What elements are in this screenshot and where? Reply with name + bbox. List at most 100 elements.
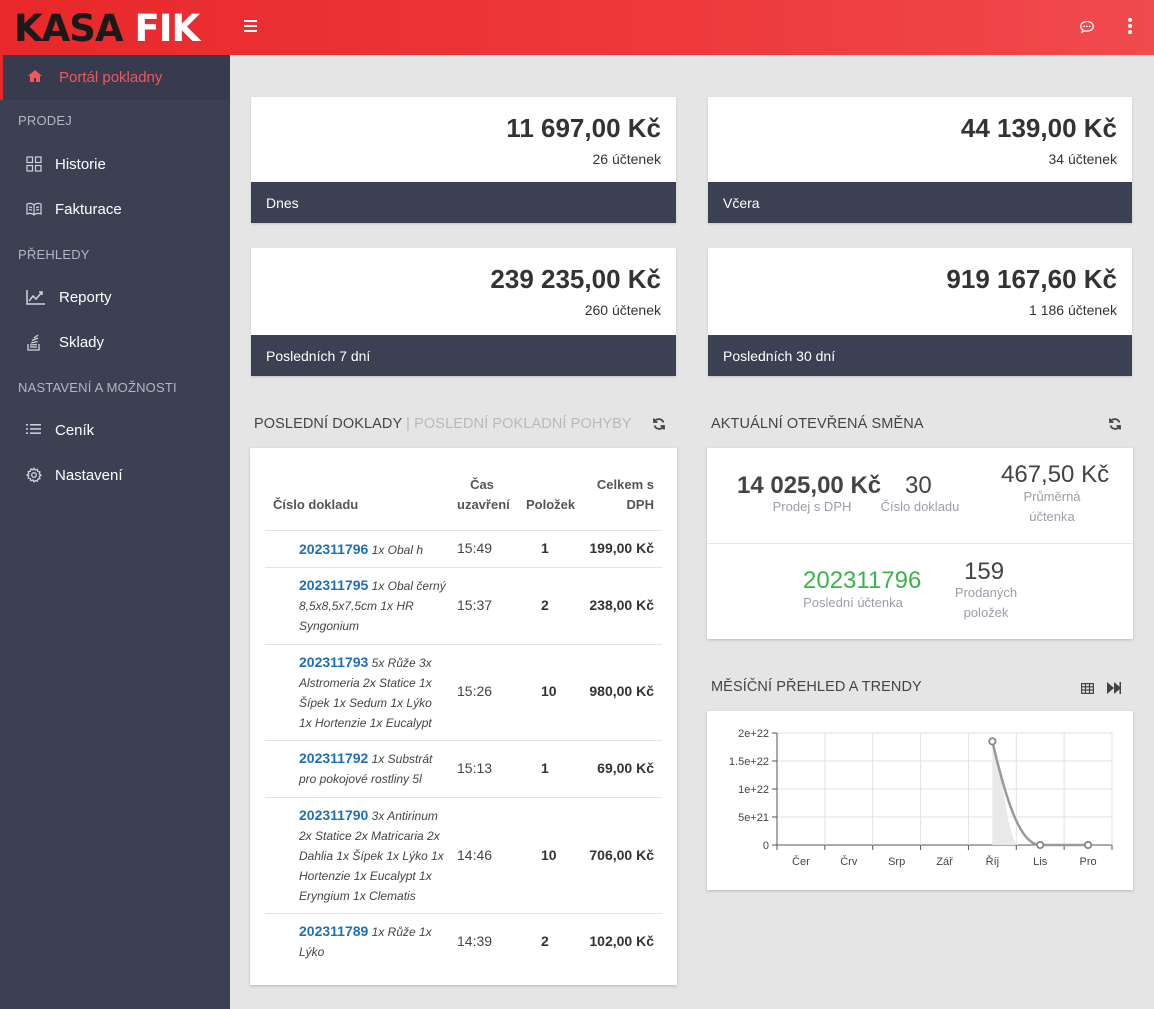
x-tick-label: Črv — [840, 855, 858, 868]
document-description: 202311795 1x Obal černý 8,5x8,5x7,5cm 1x… — [299, 575, 447, 636]
monthly-trend-chart-panel: 0 5e+21 1e+22 1.5e+22 2e+22 Čer Črv Srp Zář Říj Li… — [707, 711, 1133, 890]
column-header-total-line2: DPH — [626, 497, 654, 512]
table-row[interactable]: 202311795 1x Obal černý 8,5x8,5x7,5cm 1x… — [265, 567, 662, 644]
stat-amount: 44 139,00 Kč — [960, 113, 1117, 143]
fast-forward-icon[interactable] — [1107, 681, 1121, 694]
document-time: 15:26 — [457, 683, 493, 699]
chat-icon[interactable] — [1079, 19, 1095, 35]
sidebar-item-sklady[interactable]: Sklady — [0, 323, 230, 363]
document-items: 1x Obal h — [371, 543, 424, 557]
stat-count: 260 účtenek — [584, 302, 661, 318]
document-description: 202311790 3x Antirinum 2x Statice 2x Mat… — [299, 805, 447, 906]
logo[interactable]: KASA FIK — [14, 9, 200, 49]
shift-sold-items-label-line1: Prodaných — [954, 585, 1018, 600]
column-header-items: Položek — [526, 497, 576, 512]
document-number-link[interactable]: 202311792 — [299, 750, 369, 766]
x-tick-label: Čer — [792, 855, 810, 868]
document-time: 14:39 — [457, 933, 493, 949]
document-number-link[interactable]: 202311793 — [299, 654, 369, 670]
home-icon — [27, 69, 43, 88]
shift-sales-value: 14 025,00 Kč — [737, 472, 882, 499]
data-point — [1083, 840, 1093, 850]
column-header-time: Čas uzavření — [457, 475, 510, 515]
document-time: 14:46 — [457, 847, 493, 863]
stat-label: Posledních 30 dní — [708, 335, 1132, 376]
table-row[interactable]: 202311796 1x Obal h 15:49 1 199,00 Kč — [265, 530, 662, 567]
document-time: 15:49 — [457, 540, 493, 556]
stat-card-30-days: 919 167,60 Kč 1 186 účtenek Posledních 3… — [708, 248, 1132, 376]
menu-toggle-icon[interactable] — [244, 20, 257, 32]
series-area — [992, 741, 1019, 845]
shift-sold-items-label: Prodaných položek — [947, 583, 1025, 623]
x-tick-label: Srp — [888, 856, 905, 868]
y-tick-label: 0 — [763, 840, 769, 852]
sidebar-section-title: PŘEHLEDY — [18, 247, 90, 262]
sidebar-item-label: Fakturace — [55, 201, 122, 218]
x-tick-label: Zář — [936, 856, 953, 868]
open-shift-panel: 14 025,00 Kč Prodej s DPH 30 Číslo dokla… — [707, 448, 1133, 639]
table-icon[interactable] — [1081, 681, 1095, 695]
shift-sold-items-label-line2: položek — [963, 605, 1009, 620]
document-description: 202311793 5x Růže 3x Alstromeria 2x Stat… — [299, 652, 447, 733]
stat-amount: 11 697,00 Kč — [506, 113, 661, 143]
x-tick-label: Lis — [1033, 856, 1048, 868]
document-total: 238,00 Kč — [589, 597, 654, 613]
x-tick-label: Pro — [1080, 856, 1097, 868]
sidebar-item-label: Historie — [55, 156, 106, 173]
table-row[interactable]: 202311793 5x Růže 3x Alstromeria 2x Stat… — [265, 644, 662, 740]
column-header-total: Celkem s DPH — [590, 475, 654, 515]
document-total: 102,00 Kč — [589, 933, 654, 949]
shift-last-receipt-label: Poslední účtenka — [803, 595, 903, 610]
sidebar-section-title: PRODEJ — [18, 113, 72, 128]
list-icon — [26, 422, 44, 440]
sidebar-item-label: Nastavení — [55, 467, 123, 484]
stat-card-today: 11 697,00 Kč 26 účtenek Dnes — [251, 97, 676, 223]
column-header-total-line1: Celkem s — [596, 477, 654, 492]
table-row[interactable]: 202311790 3x Antirinum 2x Statice 2x Mat… — [265, 797, 662, 913]
stat-count: 26 účtenek — [592, 151, 662, 167]
document-description: 202311792 1x Substrát pro pokojové rostl… — [299, 748, 447, 789]
sidebar-item-historie[interactable]: Historie — [0, 145, 230, 185]
document-items: 1x Růže 1x Lýko — [299, 925, 432, 959]
divider — [707, 543, 1133, 544]
table-row[interactable]: 202311792 1x Substrát pro pokojové rostl… — [265, 740, 662, 797]
refresh-icon[interactable] — [652, 417, 666, 431]
document-number-link[interactable]: 202311796 — [299, 541, 369, 557]
sidebar-item-cenik[interactable]: Ceník — [0, 411, 230, 451]
document-total: 980,00 Kč — [589, 683, 654, 699]
document-item-count: 1 — [541, 540, 549, 556]
document-number-link[interactable]: 202311789 — [299, 923, 369, 939]
stat-count: 1 186 účtenek — [1029, 302, 1117, 318]
more-options-icon[interactable] — [1126, 18, 1134, 34]
tab-cash-movements[interactable]: POSLEDNÍ POKLADNÍ POHYBY — [414, 416, 632, 432]
stat-label: Posledních 7 dní — [251, 335, 676, 376]
document-description: 202311789 1x Růže 1x Lýko — [299, 921, 447, 962]
table-row[interactable]: 202311789 1x Růže 1x Lýko 14:39 2 102,00… — [265, 913, 662, 970]
data-point — [1036, 840, 1045, 850]
tab-recent-documents[interactable]: POSLEDNÍ DOKLADY — [254, 416, 402, 432]
column-header-time-line2: uzavření — [457, 497, 510, 512]
shift-sold-items-value: 159 — [964, 558, 1005, 585]
docs-section-title: POSLEDNÍ DOKLADY | POSLEDNÍ POKLADNÍ POH… — [254, 416, 632, 432]
document-number-link[interactable]: 202311795 — [299, 577, 369, 593]
sidebar-item-label: Reporty — [59, 289, 112, 306]
grid-icon — [26, 156, 44, 174]
sidebar-item-nastaveni[interactable]: Nastavení — [0, 456, 230, 496]
monthly-section-title: MĚSÍČNÍ PŘEHLED A TRENDY — [711, 679, 922, 695]
sidebar: Portál pokladny PRODEJ Historie Fakturac… — [0, 55, 230, 1009]
shift-average-label: Průměrná účtenka — [1007, 487, 1097, 527]
stat-label: Dnes — [251, 182, 676, 223]
shift-last-receipt-value[interactable]: 202311796 — [803, 567, 922, 594]
document-number-link[interactable]: 202311790 — [299, 807, 369, 823]
x-tick-label: Říj — [986, 855, 999, 868]
refresh-icon[interactable] — [1108, 417, 1122, 431]
document-items: 5x Růže 3x Alstromeria 2x Statice 1x Šíp… — [299, 656, 432, 730]
sidebar-item-fakturace[interactable]: Fakturace — [0, 190, 230, 230]
shift-sales-label: Prodej s DPH — [772, 499, 852, 514]
stat-card-yesterday: 44 139,00 Kč 34 účtenek Včera — [708, 97, 1132, 223]
data-point — [988, 737, 997, 746]
sidebar-item-portal[interactable]: Portál pokladny — [0, 55, 230, 100]
shift-section-title: AKTUÁLNÍ OTEVŘENÁ SMĚNA — [711, 416, 924, 432]
sidebar-item-reporty[interactable]: Reporty — [0, 278, 230, 318]
column-header-time-line1: Čas — [470, 477, 494, 492]
